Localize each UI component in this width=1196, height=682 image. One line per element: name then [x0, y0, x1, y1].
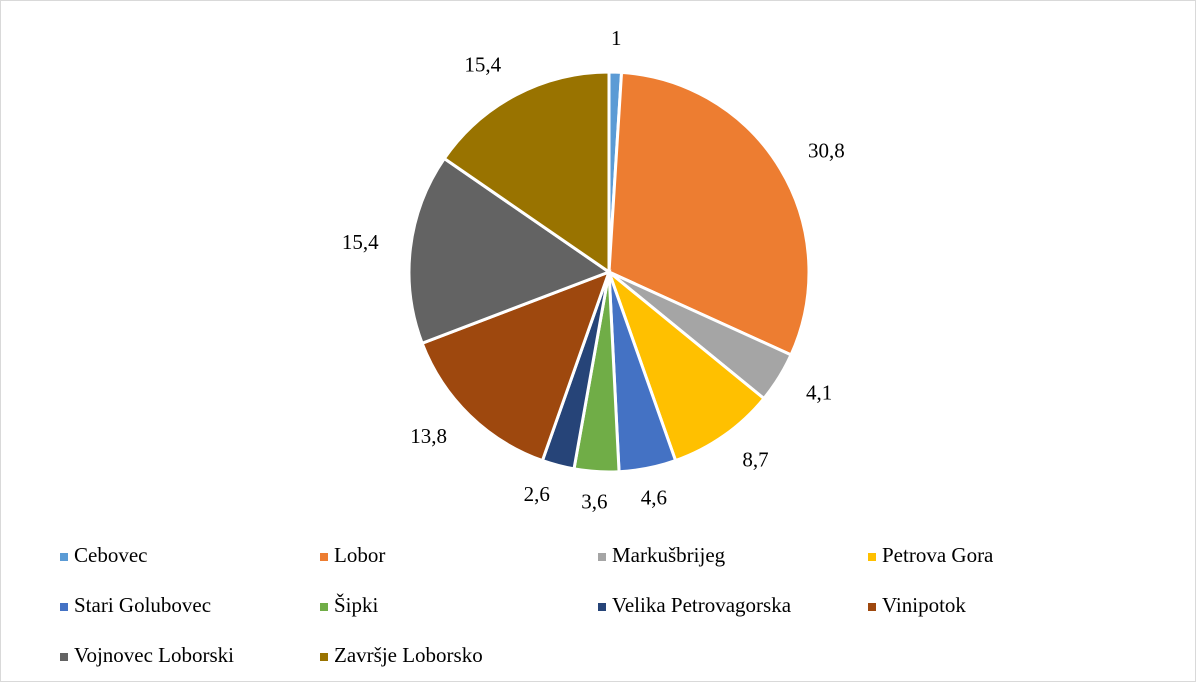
legend-marker — [320, 603, 328, 611]
data-label: 8,7 — [742, 448, 768, 472]
legend-label: Završje Loborsko — [334, 643, 483, 667]
pie-slice — [607, 70, 811, 357]
data-label: 15,4 — [464, 52, 501, 76]
data-label: 13,8 — [410, 424, 447, 448]
legend-label: Velika Petrovagorska — [612, 593, 792, 617]
legend-marker — [868, 603, 876, 611]
legend-label: Vinipotok — [882, 593, 966, 617]
data-label: 4,1 — [806, 380, 832, 404]
legend-marker — [598, 553, 606, 561]
data-label: 1 — [611, 26, 622, 50]
data-label: 3,6 — [581, 489, 607, 513]
pie-slice — [420, 269, 612, 463]
data-label: 30,8 — [808, 138, 845, 162]
legend-marker — [320, 653, 328, 661]
legend-marker — [598, 603, 606, 611]
pie-slice — [605, 267, 767, 463]
pie-slice — [442, 70, 611, 275]
legend-label: Markušbrijeg — [612, 543, 726, 567]
legend-label: Petrova Gora — [882, 543, 994, 567]
legend-marker — [60, 603, 68, 611]
legend-marker — [60, 653, 68, 661]
pie-slice — [407, 156, 613, 346]
legend-label: Cebovec — [74, 543, 147, 567]
legend-label: Šipki — [334, 593, 379, 617]
legend-label: Stari Golubovec — [74, 593, 211, 617]
legend-label: Lobor — [334, 543, 385, 567]
legend-marker — [868, 553, 876, 561]
data-label: 2,6 — [524, 482, 550, 506]
legend-marker — [320, 553, 328, 561]
legend-label: Vojnovec Loborski — [74, 643, 234, 667]
data-label: 15,4 — [342, 230, 379, 254]
legend-marker — [60, 553, 68, 561]
data-label: 4,6 — [641, 485, 667, 509]
